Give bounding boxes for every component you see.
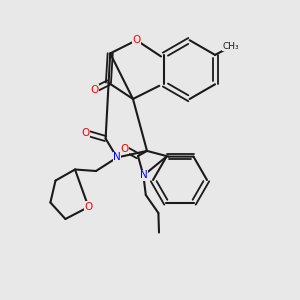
Text: O: O — [120, 143, 129, 154]
Text: N: N — [113, 152, 121, 163]
Text: O: O — [132, 35, 141, 45]
Text: O: O — [84, 202, 93, 212]
Text: N: N — [140, 170, 147, 181]
Text: CH₃: CH₃ — [222, 42, 239, 51]
Text: O: O — [90, 85, 99, 95]
Text: O: O — [81, 128, 89, 138]
